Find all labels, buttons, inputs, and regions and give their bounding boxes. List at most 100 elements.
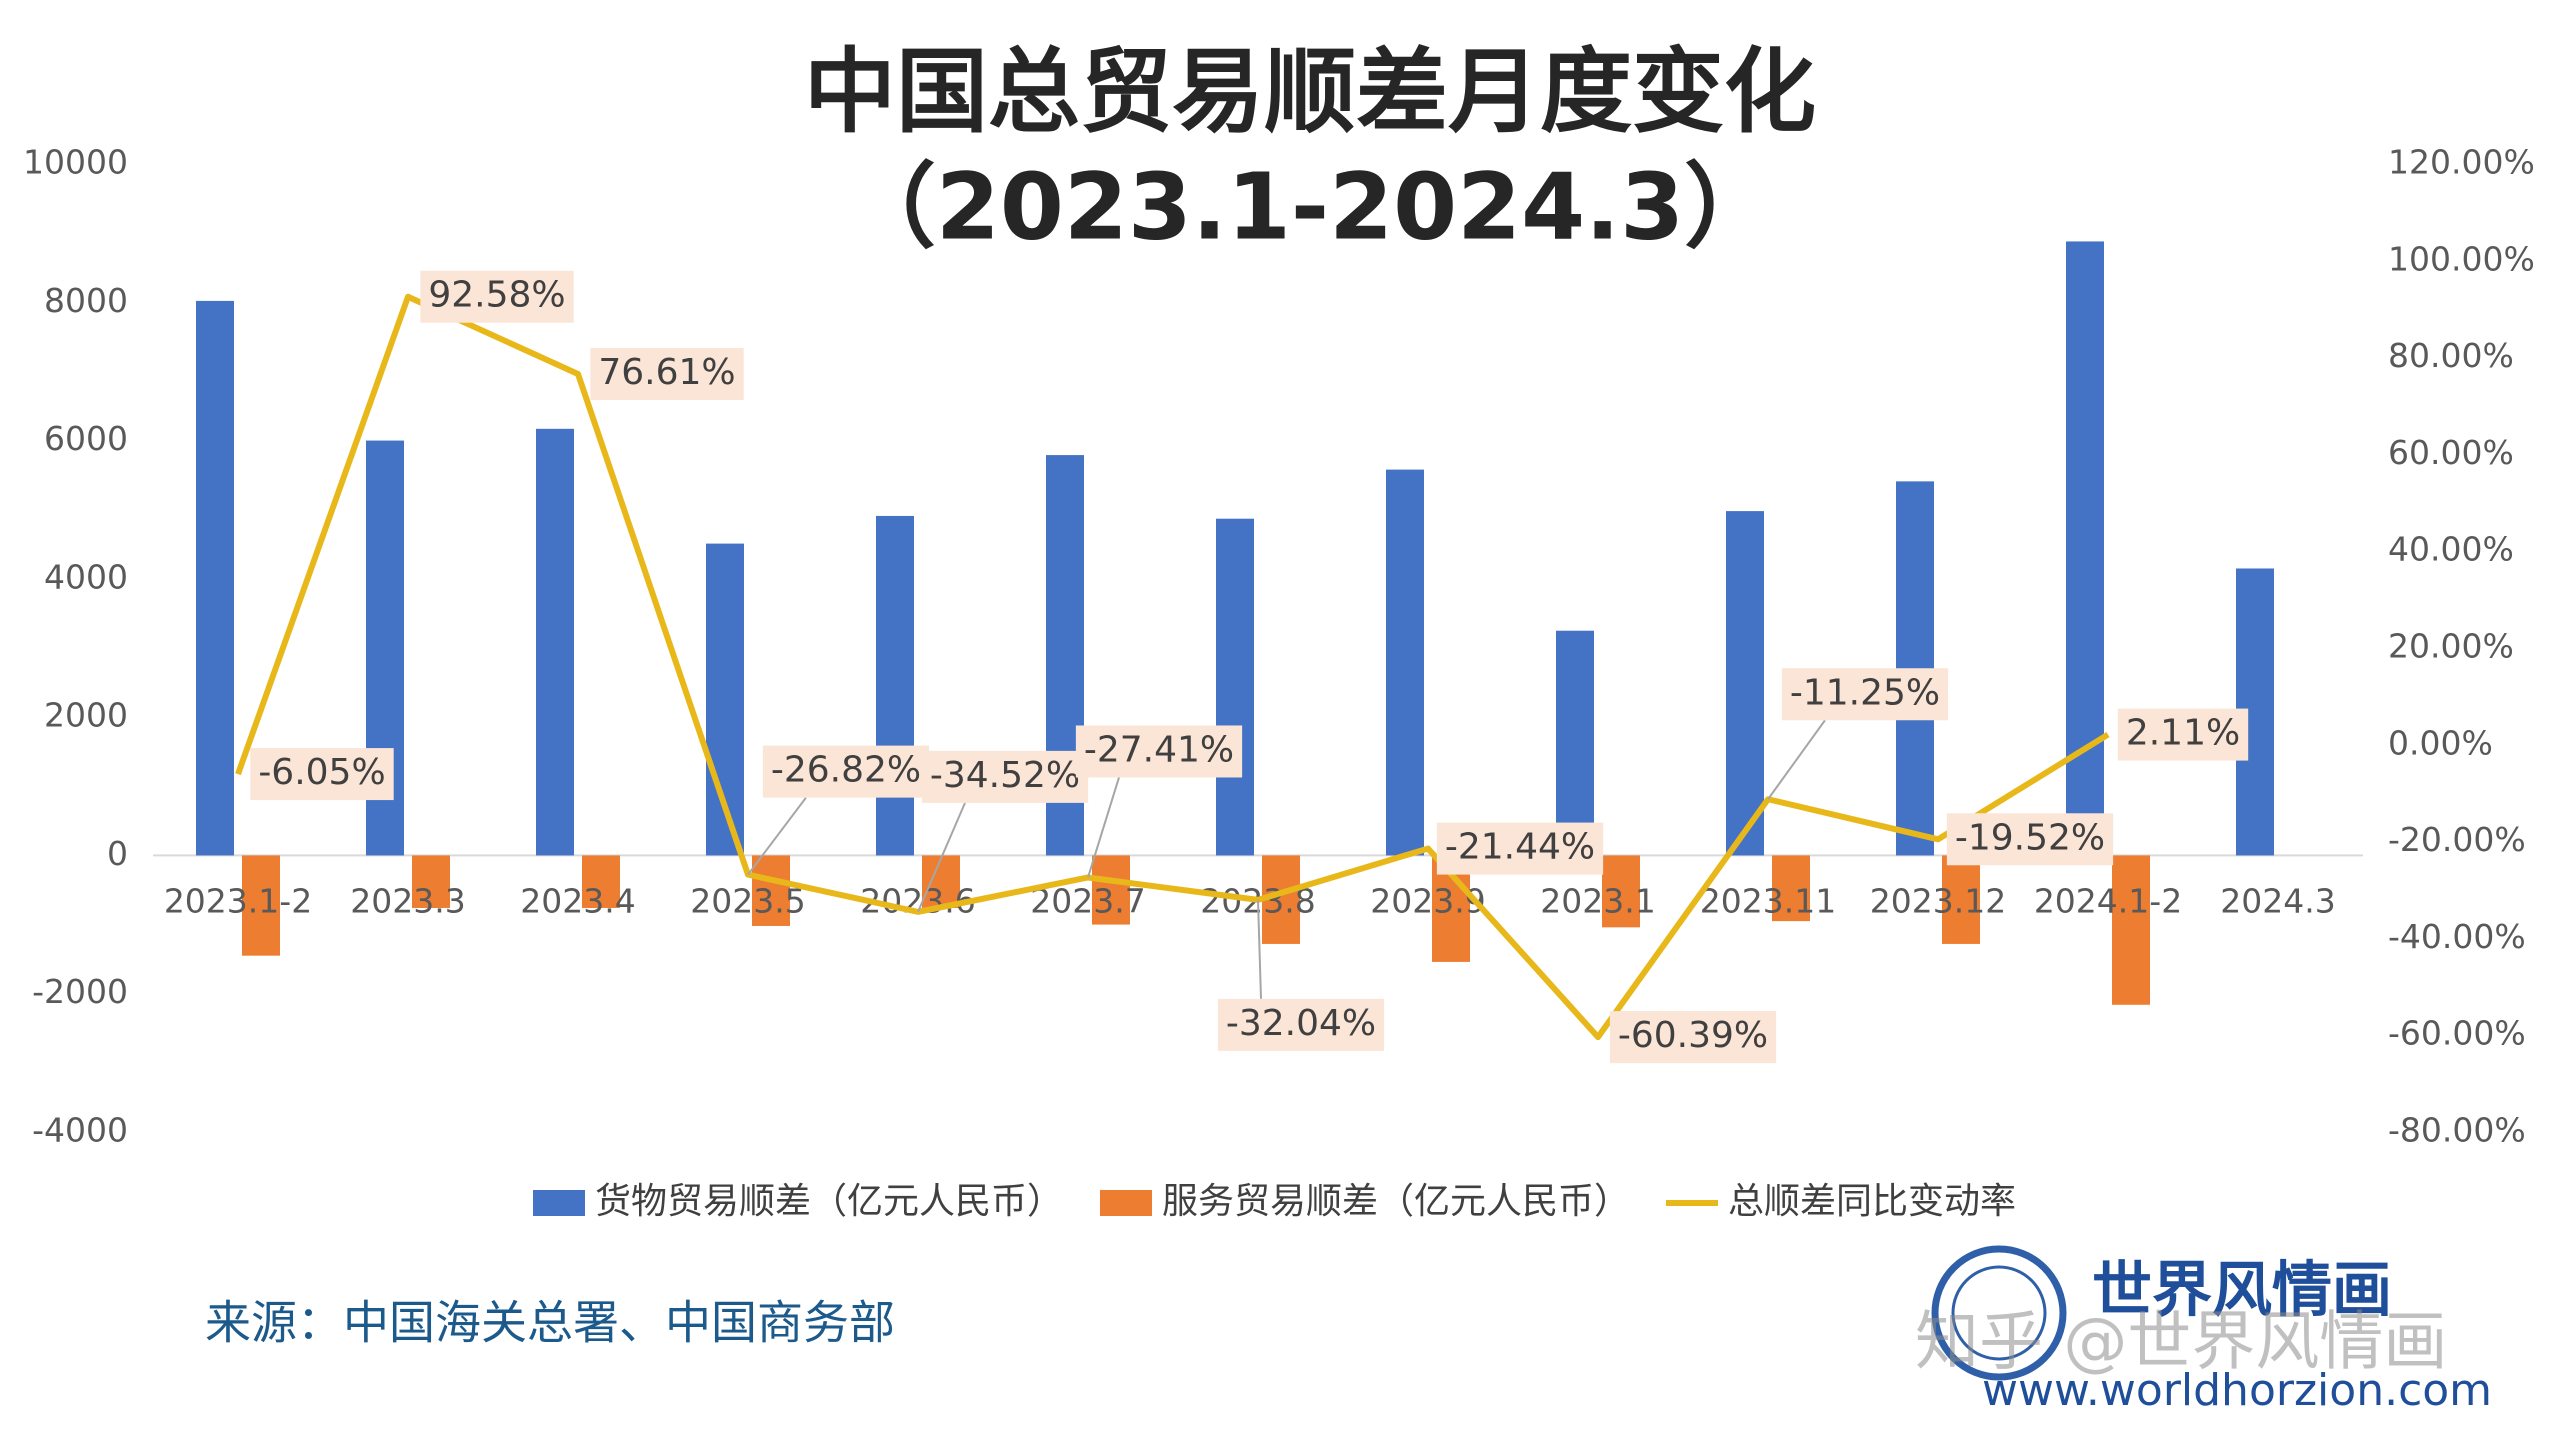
- value-label: -21.44%: [1445, 827, 1595, 868]
- y2-tick-label: -60.00%: [2388, 1014, 2526, 1053]
- legend-swatch: [533, 1190, 585, 1216]
- bar: [1386, 469, 1424, 856]
- bar: [242, 855, 280, 956]
- logo-ring-inner: [1951, 1265, 2047, 1361]
- value-label: -11.25%: [1790, 672, 1940, 713]
- value-label-group: -21.44%: [1436, 822, 1604, 875]
- x-tick-label: 2023.1: [1540, 882, 1655, 921]
- y-tick-label: 10000: [23, 143, 128, 182]
- value-label-bg: [1217, 998, 1385, 1051]
- y2-tick-label: 120.00%: [2388, 143, 2535, 182]
- value-label: 76.61%: [598, 352, 735, 393]
- value-label-bg: [420, 270, 574, 323]
- y2-tick-label: 100.00%: [2388, 239, 2535, 278]
- value-label-group: -11.25%: [1781, 668, 1949, 721]
- value-label-group: -26.82%: [762, 745, 930, 798]
- y2-tick-label: -80.00%: [2388, 1111, 2526, 1150]
- value-label-bg: [2117, 708, 2249, 761]
- bar: [1942, 855, 1980, 944]
- bar: [2112, 855, 2150, 1005]
- bar: [536, 428, 574, 856]
- value-label-group: 76.61%: [590, 348, 744, 401]
- legend-label: 服务贸易顺差（亿元人民币）: [1162, 1181, 1630, 1222]
- bar: [1556, 630, 1594, 856]
- bar: [196, 300, 234, 856]
- value-label-bg: [762, 745, 930, 798]
- chart-subtitle: （2023.1-2024.3）: [844, 153, 1776, 260]
- value-label-group: -32.04%: [1217, 998, 1385, 1051]
- bar: [2066, 241, 2104, 856]
- bar: [582, 855, 620, 908]
- leader-line: [747, 797, 807, 876]
- y-tick-label: 8000: [44, 281, 128, 320]
- y2-tick-label: 60.00%: [2388, 433, 2514, 472]
- bar: [1092, 855, 1130, 925]
- value-label-group: -19.52%: [1946, 813, 2114, 866]
- y-tick-label: 4000: [44, 557, 128, 596]
- bar: [412, 855, 450, 908]
- leader-line: [1087, 777, 1120, 878]
- value-label: 92.58%: [428, 275, 565, 316]
- value-label: -19.52%: [1955, 817, 2105, 858]
- value-label-bg: [590, 348, 744, 401]
- value-label: -26.82%: [771, 750, 921, 791]
- source-note: 来源：中国海关总署、中国商务部: [205, 1296, 895, 1350]
- x-tick-label: 2023.9: [1370, 882, 1485, 921]
- legend-label: 货物贸易顺差（亿元人民币）: [595, 1181, 1063, 1222]
- chart-title: 中国总贸易顺差月度变化: [804, 38, 1816, 145]
- value-label-bg: [1436, 822, 1604, 875]
- value-label-bg: [250, 748, 394, 801]
- value-label-bg: [1609, 1011, 1777, 1064]
- value-label-group: -6.05%: [250, 748, 394, 801]
- value-label: -60.39%: [1618, 1015, 1768, 1056]
- legend-swatch: [1100, 1190, 1152, 1216]
- x-tick-label: 2023.5: [690, 882, 805, 921]
- website: www.worldhorzion.com: [1982, 1365, 2492, 1416]
- value-label-group: -34.52%: [921, 750, 1089, 803]
- value-label-group: -60.39%: [1609, 1011, 1777, 1064]
- y2-tick-label: 40.00%: [2388, 530, 2514, 569]
- legend-label: 总顺差同比变动率: [1728, 1181, 2016, 1222]
- bar: [876, 515, 914, 856]
- leader-line: [917, 802, 966, 913]
- value-label: -6.05%: [258, 752, 385, 793]
- logo: 世界风情画: [1931, 1245, 2392, 1381]
- watermark: 知乎 @世界风情画: [1915, 1306, 2447, 1380]
- value-label: -27.41%: [1084, 729, 1234, 770]
- bar: [1772, 855, 1810, 922]
- y-tick-label: 2000: [44, 696, 128, 735]
- x-tick-label: 2023.1-2: [164, 882, 312, 921]
- y2-tick-label: 0.00%: [2388, 723, 2493, 762]
- value-label-bg: [1946, 813, 2114, 866]
- logo-text: 世界风情画: [2092, 1256, 2392, 1326]
- value-label-bg: [1781, 668, 1949, 721]
- value-label-group: -27.41%: [1075, 725, 1243, 778]
- logo-ring: [1931, 1245, 2067, 1381]
- y2-tick-label: -40.00%: [2388, 917, 2526, 956]
- bar: [752, 855, 790, 926]
- value-label-bg: [921, 750, 1089, 803]
- x-tick-label: 2023.3: [350, 882, 465, 921]
- x-tick-label: 2024.3: [2220, 882, 2335, 921]
- bar: [1726, 511, 1764, 856]
- y2-tick-label: 20.00%: [2388, 627, 2514, 666]
- y-tick-label: -4000: [32, 1111, 128, 1150]
- value-label-group: 2.11%: [2117, 708, 2249, 761]
- y-tick-label: -2000: [32, 972, 128, 1011]
- line: [235, 293, 2110, 1041]
- y2-tick-label: -20.00%: [2388, 820, 2526, 859]
- x-tick-label: 2023.12: [1870, 882, 2006, 921]
- leader-line: [1767, 719, 1826, 800]
- y-tick-label: 0: [107, 834, 128, 873]
- y-tick-label: 6000: [44, 419, 128, 458]
- bar: [1216, 518, 1254, 856]
- x-tick-label: 2023.4: [520, 882, 635, 921]
- value-label-group: 92.58%: [420, 270, 574, 323]
- bar: [1602, 855, 1640, 928]
- x-tick-label: 2024.1-2: [2034, 882, 2182, 921]
- leader-line: [1257, 899, 1262, 999]
- value-label: -34.52%: [930, 755, 1080, 796]
- value-label: -32.04%: [1226, 1003, 1376, 1044]
- value-label-bg: [1075, 725, 1243, 778]
